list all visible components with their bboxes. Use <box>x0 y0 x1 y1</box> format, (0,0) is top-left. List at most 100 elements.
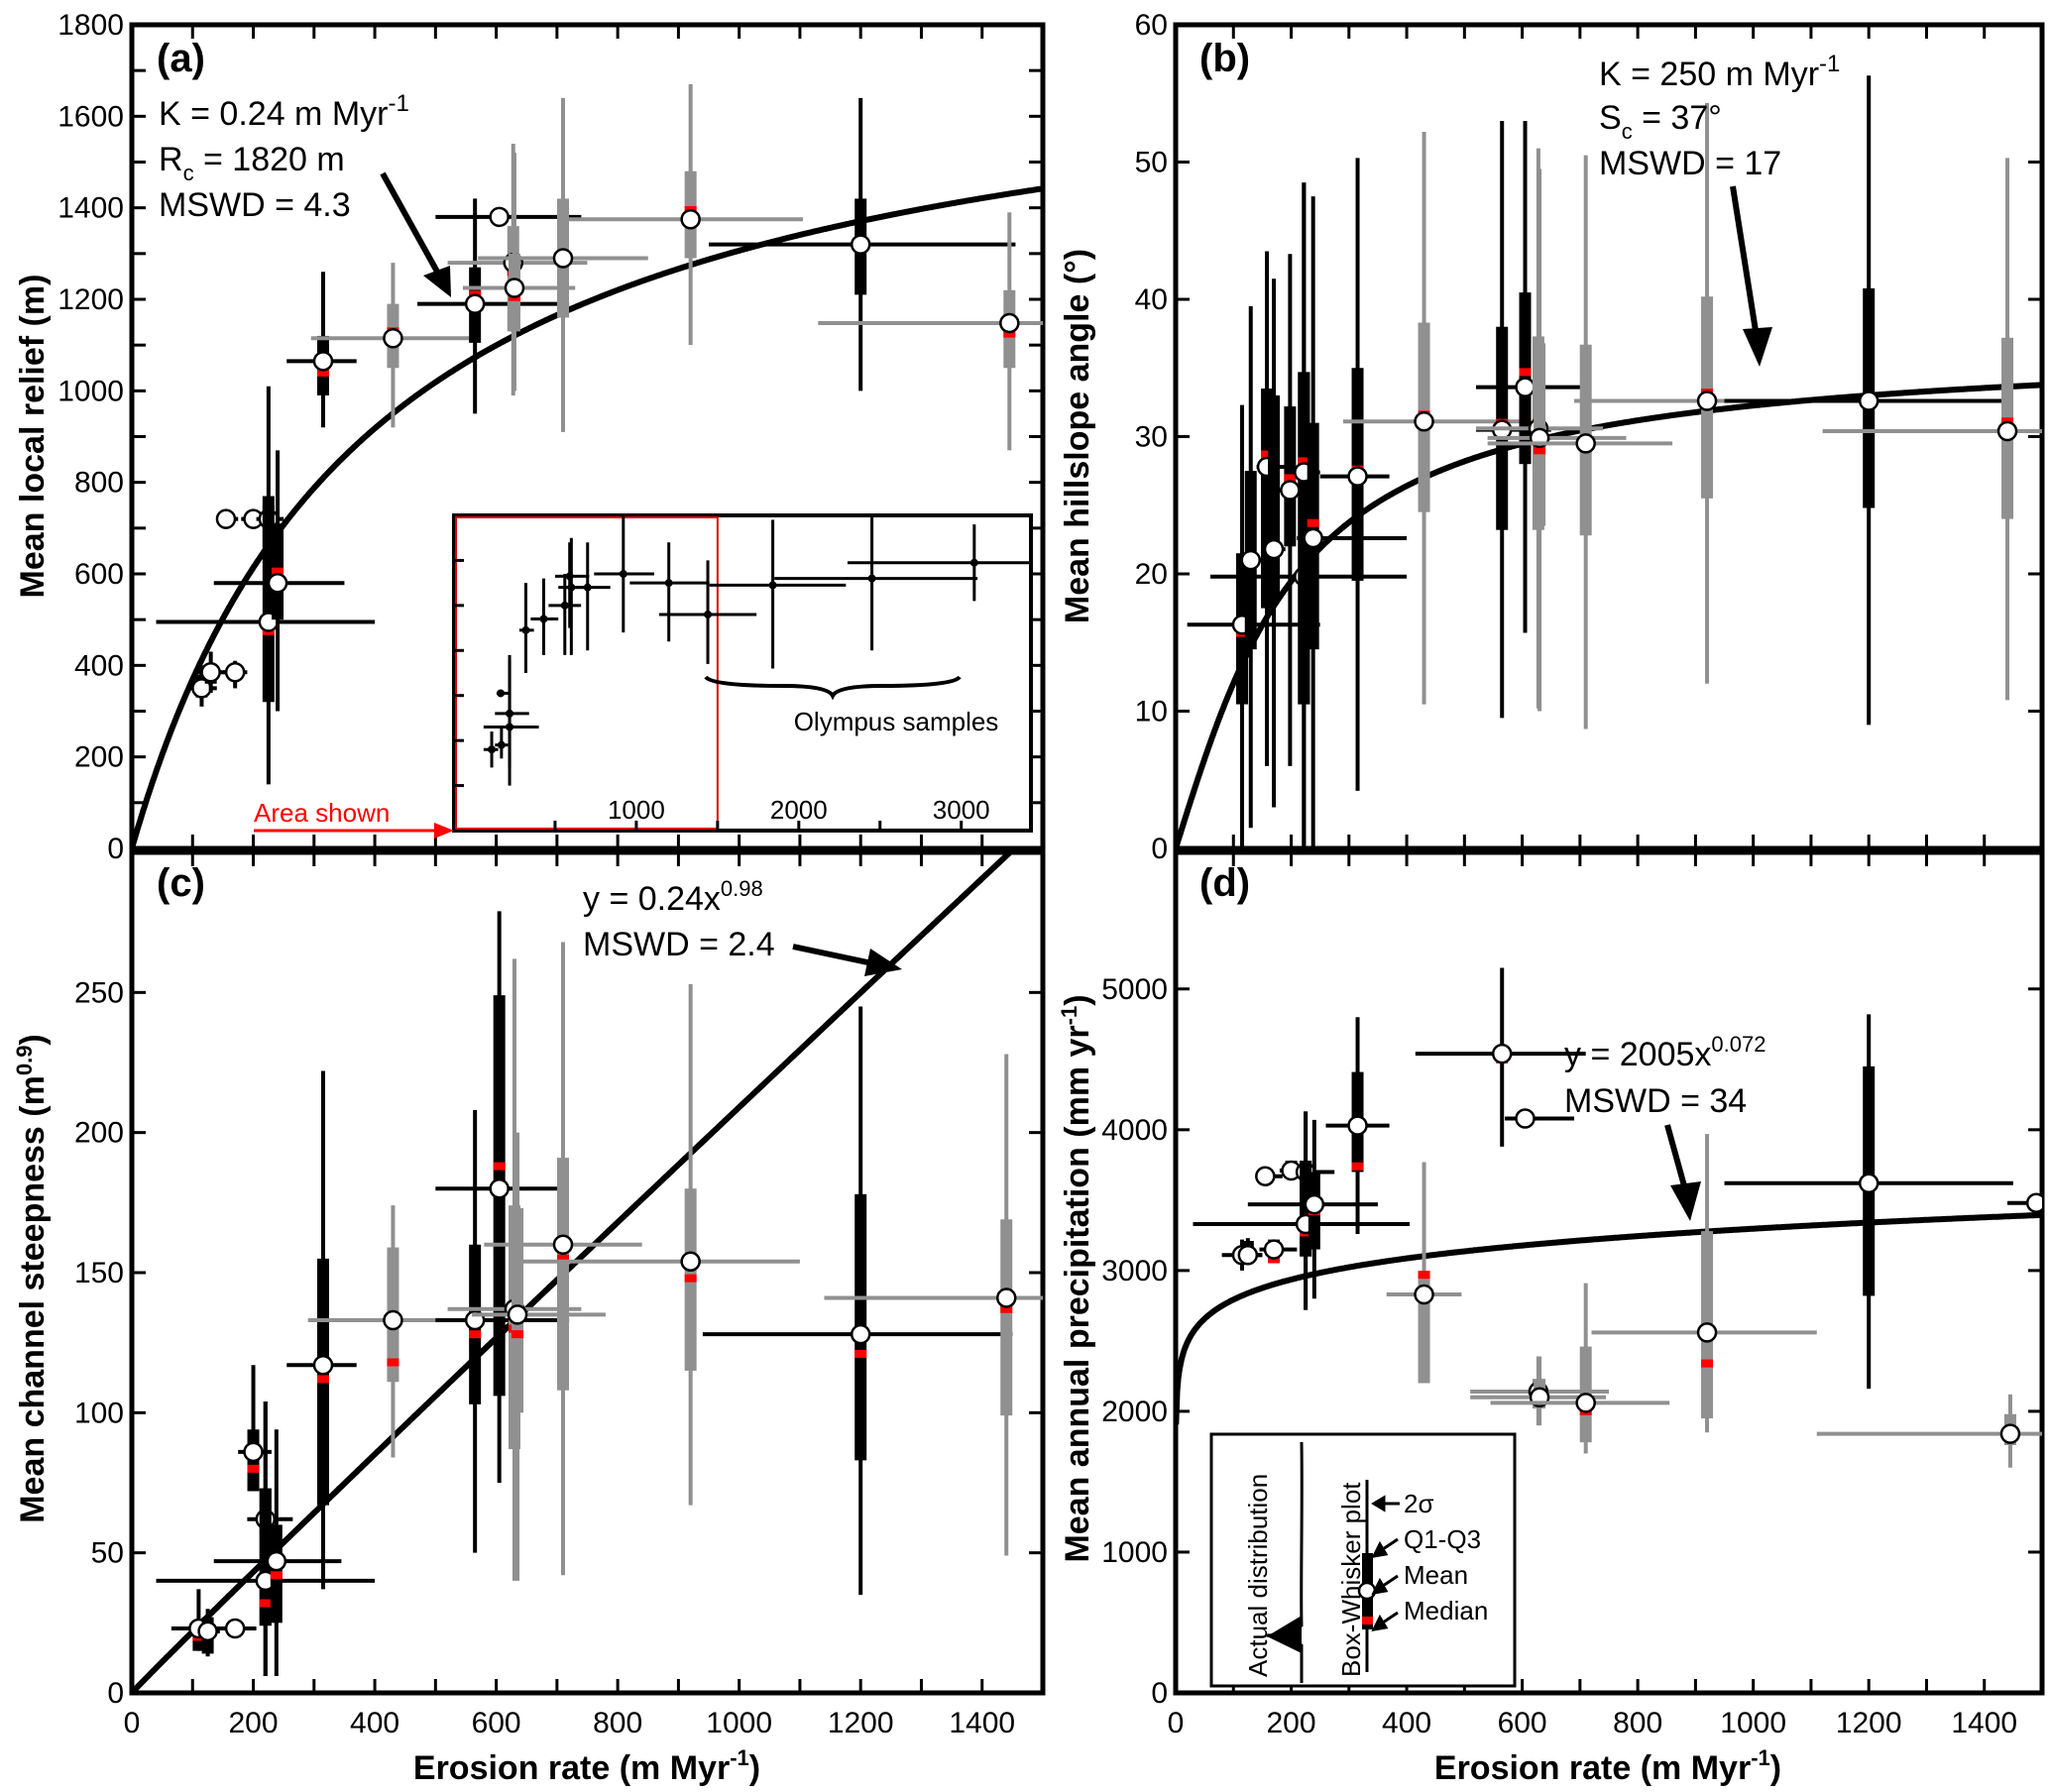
box-q1-q3 <box>1000 1219 1013 1416</box>
mean-marker <box>1515 1108 1536 1129</box>
mean-marker <box>2025 1192 2042 1213</box>
data-point <box>1415 967 1586 1147</box>
median-mark <box>493 1162 506 1171</box>
inset-point <box>658 560 757 664</box>
y-axis-title-d-main: Mean annual precipitation (mm yr <box>1059 1025 1096 1562</box>
legend-mean-marker <box>1357 1581 1377 1601</box>
y-tick-label: 60 <box>1135 9 1168 42</box>
panel-b: 0 10 20 30 40 50 60 <box>1135 9 2045 865</box>
mean-marker <box>1696 1322 1718 1343</box>
y-tick-label: 200 <box>74 1117 124 1150</box>
mean-marker <box>850 234 871 255</box>
mean-marker <box>383 327 403 349</box>
y-tick-label: 800 <box>74 467 124 500</box>
x-tick-label: 1400 <box>949 1707 1015 1739</box>
data-point <box>156 386 376 785</box>
median-mark <box>469 1330 482 1339</box>
inset-x-tick-label: 3000 <box>933 795 990 825</box>
median-mark <box>1261 450 1274 459</box>
y-tick-label: 0 <box>107 1677 124 1710</box>
data-point <box>1193 1111 1410 1310</box>
y-tick-label: 3000 <box>1101 1255 1168 1288</box>
x-axis-title-d-sup: -1 <box>1751 1745 1770 1770</box>
data-point <box>2007 1192 2042 1213</box>
annotation-a: K = 0.24 m Myr-1 Rc = 1820 m MSWD = 4.3 <box>159 90 451 297</box>
inset-olympus-label: Olympus samples <box>794 707 999 736</box>
inset-marker <box>488 745 497 754</box>
annotation-c: y = 0.24x0.98 MSWD = 2.4 <box>583 876 902 976</box>
mean-marker <box>1515 377 1536 397</box>
data-point <box>1490 1283 1670 1454</box>
panel-a: 0 200 400 600 800 1000 1200 1400 1600 1800 <box>57 9 1046 865</box>
mean-marker <box>267 572 288 594</box>
legend-item-2sigma: 2σ <box>1404 1489 1434 1518</box>
x-tick-label: 400 <box>350 1707 399 1739</box>
mean-marker <box>1999 1423 2021 1444</box>
y-tick-label: 10 <box>1135 696 1168 728</box>
inset-point <box>564 542 611 651</box>
panel-d: 0 200 400 600 800 1000 1200 1400 0 1000 2000 3000 40… <box>1101 849 2045 1739</box>
median-mark <box>270 1571 283 1580</box>
inset-point <box>496 689 511 698</box>
mean-marker <box>552 1234 574 1255</box>
fit-curve-d <box>1176 1211 2042 1425</box>
inset-marker <box>497 740 506 749</box>
panel-label-a: (a) <box>157 37 205 80</box>
data-point <box>1574 102 1811 684</box>
data-point <box>1591 1134 1817 1433</box>
legend-distribution-peak <box>1267 1616 1302 1653</box>
y-tick-label: 2000 <box>1101 1396 1168 1428</box>
data-point <box>156 1401 376 1677</box>
data-point <box>310 263 473 428</box>
y-axis-title-c-main: Mean channel steepness (m <box>14 1075 52 1523</box>
x-axis-title-d: Erosion rate (m Myr-1) <box>1434 1745 1781 1787</box>
annotation-a-Rc: Rc = 1820 m <box>159 141 345 185</box>
x-axis-title-c: Erosion rate (m Myr-1) <box>413 1745 760 1787</box>
data-point <box>1487 168 1627 712</box>
legend-median-mark <box>1362 1617 1373 1624</box>
data-point <box>472 1132 606 1581</box>
annotation-b-arrowhead <box>1743 327 1772 367</box>
mean-marker <box>1858 1173 1879 1194</box>
median-mark <box>316 1375 329 1384</box>
data-point <box>215 508 239 529</box>
y-tick-label: 100 <box>74 1397 124 1429</box>
mean-marker <box>1240 549 1261 571</box>
data-point <box>197 1609 220 1657</box>
inset-point <box>774 515 978 651</box>
y-tick-label: 5000 <box>1101 973 1168 1006</box>
mean-marker <box>215 508 237 529</box>
data-point <box>307 1205 473 1458</box>
legend-arrowhead-mean <box>1371 1577 1389 1595</box>
data-point <box>1247 1119 1378 1299</box>
mean-marker <box>1304 1193 1325 1215</box>
y-tick-label: 200 <box>74 741 124 774</box>
inset-x-tick-label: 2000 <box>770 795 828 825</box>
mean-marker <box>1303 527 1323 549</box>
annotation-b: K = 250 m Myr-1 Sc = 37° MSWD = 17 <box>1599 51 1840 367</box>
inset-marker <box>497 689 506 698</box>
inset-marker <box>539 615 548 623</box>
mean-marker <box>464 293 486 314</box>
median-mark <box>1284 474 1297 483</box>
fit-curve-a <box>132 185 1043 848</box>
data-point <box>213 450 345 712</box>
legend-arrows <box>1371 1495 1400 1631</box>
data-point <box>286 272 357 428</box>
mean-marker <box>999 312 1020 334</box>
y-tick-label: 30 <box>1135 421 1168 454</box>
panel-label-d: (d) <box>1199 861 1250 905</box>
inset-marker <box>560 601 569 610</box>
median-mark <box>259 1599 272 1608</box>
data-point <box>1259 1239 1298 1264</box>
median-mark <box>272 567 285 576</box>
annotation-d: y = 2005x0.072 MSWD = 34 <box>1564 1032 1765 1221</box>
data-point <box>222 660 248 689</box>
x-tick-label: 400 <box>1382 1707 1431 1739</box>
annotation-c-mswd: MSWD = 2.4 <box>583 926 775 963</box>
median-mark <box>1519 368 1532 377</box>
data-point <box>435 911 563 1483</box>
data-point <box>1255 1166 1283 1186</box>
annotation-b-K: K = 250 m Myr-1 <box>1599 51 1840 93</box>
